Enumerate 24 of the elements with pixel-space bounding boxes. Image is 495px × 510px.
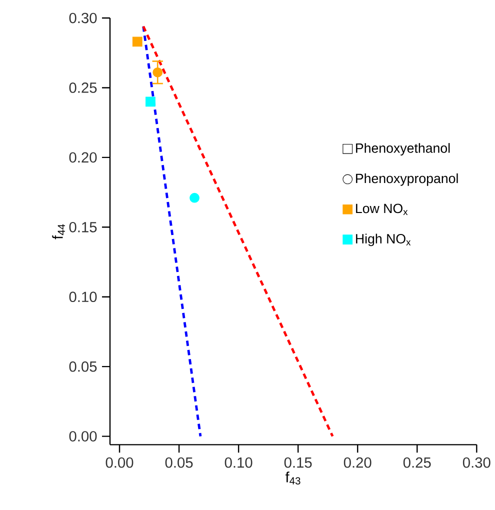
y-tick-label: 0.15 (69, 222, 97, 232)
point (152, 67, 163, 78)
point (132, 36, 142, 47)
point (190, 192, 200, 203)
y-axis-title: f$_{44}$ (52, 224, 65, 240)
y-tick-label: 0.20 (69, 152, 97, 163)
point (146, 96, 156, 107)
x-axis-title: f$_{43}$ (285, 472, 300, 484)
y-tick-label: 0.00 (69, 431, 97, 442)
x-tick-label: 0.30 (462, 457, 490, 468)
y-tick-label: 0.10 (69, 292, 97, 302)
x-tick-label: 0.25 (403, 457, 431, 468)
x-tick-label: 0.10 (224, 457, 252, 468)
x-tick-label: 0.05 (165, 457, 193, 468)
legend-label: Low NO$_{x}$ (356, 204, 408, 216)
y-tick-label: 0.30 (69, 12, 97, 24)
x-tick-label: 0.20 (344, 457, 372, 468)
y-tick-label: 0.05 (69, 361, 97, 372)
x-tick-label: 0.00 (106, 457, 134, 468)
legend-label: Phenoxyethanol (356, 143, 450, 156)
x-tick-label: 0.15 (284, 457, 312, 468)
legend-label: High NO$_{x}$ (356, 234, 411, 246)
legend-label: Phenoxypropanol (356, 173, 458, 186)
y-tick-label: 0.25 (69, 82, 97, 93)
